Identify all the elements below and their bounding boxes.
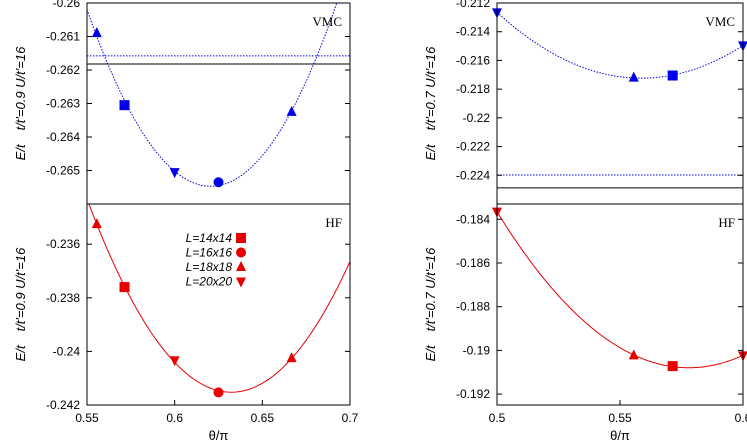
x-tick-label: 0.6	[735, 411, 747, 425]
y-tick-label: -0.224	[456, 168, 490, 182]
legend-marker-square	[236, 233, 246, 243]
data-point-square	[667, 361, 678, 372]
x-tick-label: 0.65	[251, 411, 275, 425]
x-tick-label: 0.5	[489, 411, 506, 425]
y-tick-label: -0.26	[53, 0, 81, 10]
y-tick-label: -0.188	[456, 300, 490, 314]
y-tick-label: -0.22	[463, 111, 491, 125]
fit-curve	[87, 3, 338, 187]
x-axis-label: θ/π	[610, 428, 630, 443]
y-tick-label: -0.212	[456, 0, 490, 10]
y-tick-label: -0.19	[463, 343, 491, 357]
x-axis-label: θ/π	[209, 428, 229, 443]
x-tick-label: 0.6	[166, 411, 183, 425]
y-tick-label: -0.262	[46, 63, 80, 77]
data-point-triangle-down	[169, 356, 180, 367]
legend-entry-label: L=16x16	[186, 246, 233, 260]
y-tick-label: -0.184	[456, 212, 490, 226]
plot-frame	[496, 203, 744, 406]
method-tag: VMC	[705, 14, 735, 29]
y-axis-label: E/tt/t'=0.9 U/t'=16	[13, 247, 28, 361]
y-tick-label: -0.186	[456, 256, 490, 270]
legend-marker-triangle-down	[236, 277, 246, 288]
legend-entry-label: L=14x14	[186, 231, 233, 245]
data-point-triangle-up	[628, 71, 639, 82]
data-point-triangle-up	[628, 349, 639, 360]
fit-curve	[88, 204, 350, 393]
data-point-triangle-up	[286, 105, 297, 116]
y-tick-label: -0.263	[46, 97, 80, 111]
data-point-triangle-up	[91, 27, 102, 38]
legend-marker-circle	[236, 247, 246, 258]
y-axis-label: E/tt/t'=0.9 U/t'=16	[13, 46, 28, 160]
data-point-square	[119, 282, 130, 293]
y-axis-label: E/tt/t'=0.7 U/t'=16	[423, 46, 438, 160]
y-tick-label: -0.261	[46, 30, 80, 44]
y-tick-label: -0.214	[456, 25, 490, 39]
x-tick-label: 0.55	[75, 411, 99, 425]
method-tag: HF	[718, 215, 735, 230]
legend-marker-triangle-up	[236, 261, 246, 271]
method-tag: HF	[325, 215, 342, 230]
legend-entry-label: L=18x18	[186, 260, 233, 274]
y-tick-label: -0.264	[46, 130, 80, 144]
x-tick-label: 0.7	[342, 411, 359, 425]
y-tick-label: -0.218	[456, 82, 490, 96]
panel-bottom-right-hf: -0.184 -0.186 -0.188 -0.19 -0.192 0.5 0.55 0.6 θ…	[423, 203, 747, 443]
plot-frame	[86, 203, 351, 406]
y-axis-label: E/tt/t'=0.7 U/t'=16	[423, 247, 438, 361]
y-tick-label: -0.24	[53, 344, 81, 358]
x-tick-label: 0.55	[608, 411, 632, 425]
legend-entry-label: L=20x20	[186, 275, 233, 289]
panel-top-left-vmc: -0.26 -0.261 -0.262 -0.263 -0.264 -0.265 E/tt/…	[13, 0, 351, 205]
y-tick-label: -0.192	[456, 387, 490, 401]
method-tag: VMC	[312, 14, 342, 29]
data-point-triangle-up	[91, 218, 102, 229]
data-point-square	[119, 100, 130, 111]
y-tick-label: -0.238	[46, 291, 80, 305]
data-point-triangle-down	[169, 168, 180, 179]
fit-curve	[497, 11, 743, 79]
y-tick-label: -0.265	[46, 164, 80, 178]
data-point-circle	[213, 177, 224, 188]
y-tick-label: -0.236	[46, 237, 80, 251]
fit-curve	[497, 211, 743, 369]
panel-top-right-vmc: -0.212 -0.214 -0.216 -0.218 -0.22 -0.222 -0.22…	[423, 0, 747, 205]
data-point-triangle-up	[286, 352, 297, 363]
y-tick-label: -0.216	[456, 53, 490, 67]
data-point-circle	[213, 387, 224, 398]
y-tick-label: -0.242	[46, 398, 80, 412]
plot-frame	[496, 2, 744, 205]
y-tick-label: -0.222	[456, 140, 490, 154]
data-point-square	[667, 70, 678, 81]
